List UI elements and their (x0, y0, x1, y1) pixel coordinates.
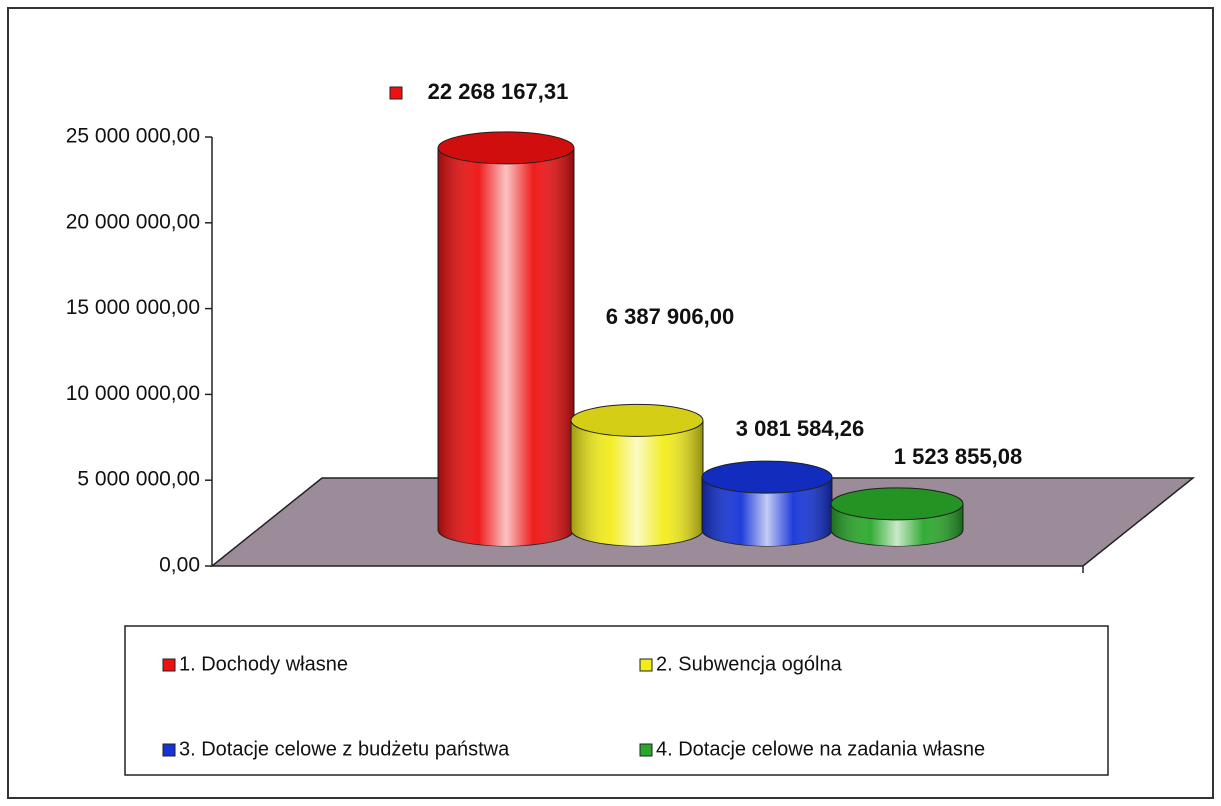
legend-label: 4. Dotacje celowe na zadania własne (656, 738, 985, 760)
value-label: 1 523 855,08 (894, 444, 1022, 469)
legend-label: 1. Dochody własne (179, 653, 348, 675)
cylinder-part (570, 403, 704, 437)
cylinder-part (830, 487, 964, 521)
cylinder-part (702, 461, 832, 494)
y-tick-label: 10 000 000,00 (66, 382, 200, 405)
value-label: 6 387 906,00 (606, 304, 734, 329)
y-tick-label: 20 000 000,00 (66, 210, 200, 233)
value-label: 22 268 167,31 (428, 79, 569, 104)
cylinder-part (831, 487, 963, 520)
legend-box (124, 625, 1109, 776)
cylinder-part (438, 147, 574, 547)
y-tick-label: 25 000 000,00 (66, 125, 200, 148)
cylinder (570, 403, 704, 547)
value-label-key (389, 86, 403, 100)
cylinder-part (702, 477, 832, 546)
legend-swatch (162, 743, 176, 757)
value-label: 3 081 584,26 (736, 416, 864, 441)
cylinder-part (701, 460, 833, 494)
cylinder (701, 460, 833, 547)
y-tick-label: 0,00 (159, 554, 200, 577)
legend-swatch (639, 743, 653, 757)
legend-label: 2. Subwencja ogólna (656, 653, 843, 675)
y-tick-label: 5 000 000,00 (77, 468, 200, 491)
cylinder-part (571, 404, 703, 437)
cylinder (830, 487, 964, 547)
legend-label: 3. Dotacje celowe z budżetu państwa (179, 738, 510, 760)
y-tick-label: 15 000 000,00 (66, 296, 200, 319)
cylinder-part (571, 420, 703, 546)
cylinder-part (437, 131, 575, 165)
legend-swatch (639, 658, 653, 672)
cylinder-part (438, 131, 574, 164)
legend-swatch (162, 658, 176, 672)
cylinder (437, 131, 575, 547)
